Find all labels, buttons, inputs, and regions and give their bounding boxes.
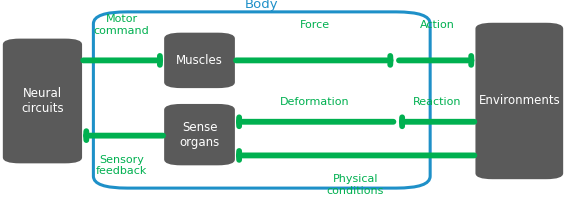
- FancyBboxPatch shape: [475, 23, 563, 179]
- Text: Physical
conditions: Physical conditions: [327, 174, 384, 196]
- Text: Deformation: Deformation: [280, 97, 350, 107]
- Text: Muscles: Muscles: [176, 54, 223, 67]
- FancyBboxPatch shape: [164, 33, 235, 88]
- Text: Motor
command: Motor command: [94, 14, 149, 36]
- Text: Reaction: Reaction: [413, 97, 461, 107]
- FancyBboxPatch shape: [164, 104, 235, 165]
- Text: Neural
circuits: Neural circuits: [21, 87, 64, 115]
- Text: Action: Action: [419, 20, 454, 30]
- Text: Force: Force: [299, 20, 330, 30]
- Text: Body: Body: [245, 0, 278, 11]
- Text: Sensory
feedback: Sensory feedback: [96, 154, 147, 176]
- FancyBboxPatch shape: [3, 39, 82, 163]
- Text: Sense
organs: Sense organs: [179, 121, 220, 149]
- Text: Environments: Environments: [478, 94, 560, 108]
